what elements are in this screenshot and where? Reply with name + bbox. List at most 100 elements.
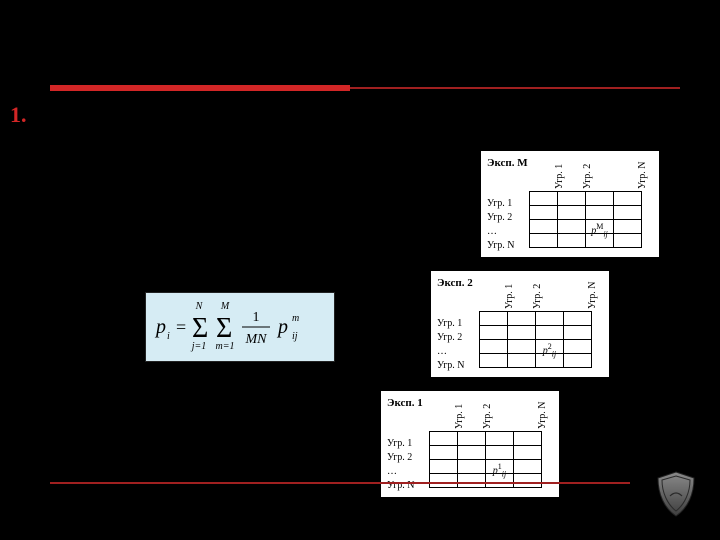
table-cell [564,312,592,326]
table-cell [558,206,586,220]
col-header: Угр. N [637,161,648,189]
list-marker: 1. [10,102,27,128]
sigma-inner-low: m=1 [216,341,235,352]
table-cell: p2ij [536,340,564,354]
table-cell [536,326,564,340]
col-header: Угр. 2 [582,164,593,189]
row-header: … [387,465,415,479]
top-rule-accent [50,85,350,91]
col-header: Угр. N [587,281,598,309]
table-cell [458,460,486,474]
formula-svg: p i = Σ N j=1 Σ M m=1 1 MN p m ij [150,297,330,357]
col-header: Угр. 2 [482,404,493,429]
matrix-grid: pMij [529,191,642,248]
table-cell [480,326,508,340]
formula-tail-sup: m [292,313,299,324]
table-cell [614,206,642,220]
table-row [430,446,542,460]
table-cell [614,220,642,234]
table-cell [536,312,564,326]
table-cell [508,340,536,354]
formula-lhs-sub: i [167,331,170,342]
table-cell [480,354,508,368]
matrix-card: Эксп. MУгр. 1Угр. 2Угр. NУгр. 1Угр. 2…Уг… [480,150,660,258]
table-cell [558,220,586,234]
table-row [530,234,642,248]
matrix-card-title: Эксп. 1 [387,397,423,409]
table-cell [486,446,514,460]
table-cell: pMij [586,220,614,234]
row-header: Угр. N [487,239,515,253]
table-cell [530,192,558,206]
row-header: Угр. 1 [487,197,515,211]
sigma-outer: Σ [192,313,208,344]
table-row [430,474,542,488]
table-cell [480,312,508,326]
table-cell [530,220,558,234]
table-cell [508,354,536,368]
table-cell [530,234,558,248]
row-header: Угр. 2 [487,211,515,225]
table-cell [558,192,586,206]
table-cell [586,206,614,220]
table-cell [514,446,542,460]
table-row [480,312,592,326]
matrix-card-title: Эксп. M [487,157,528,169]
col-header: Угр. 1 [454,404,465,429]
table-cell [586,192,614,206]
table-cell [514,474,542,488]
row-header: … [437,345,465,359]
sigma-inner: Σ [216,313,232,344]
table-row [430,432,542,446]
table-cell [558,234,586,248]
table-cell [458,474,486,488]
table-cell [508,312,536,326]
bottom-rule [50,482,630,484]
row-headers: Угр. 1Угр. 2…Угр. N [387,437,415,493]
table-cell [514,432,542,446]
table-cell [586,234,614,248]
table-cell [486,474,514,488]
row-header: Угр. 1 [437,317,465,331]
table-cell [614,234,642,248]
table-cell [430,432,458,446]
formula-panel: p i = Σ N j=1 Σ M m=1 1 MN p m ij [145,292,335,362]
table-cell: p1ij [486,460,514,474]
table-cell [508,326,536,340]
frac-num: 1 [253,310,260,325]
table-cell [564,340,592,354]
matrix-card: Эксп. 2Угр. 1Угр. 2Угр. NУгр. 1Угр. 2…Уг… [430,270,610,378]
col-header: Угр. 1 [504,284,515,309]
table-cell [536,354,564,368]
sigma-inner-up: M [220,301,230,312]
table-cell [614,192,642,206]
row-header: Угр. 1 [387,437,415,451]
shield-icon [654,470,698,518]
sigma-outer-up: N [195,301,204,312]
table-cell [430,474,458,488]
table-cell [430,460,458,474]
row-headers: Угр. 1Угр. 2…Угр. N [437,317,465,373]
matrix-grid: p1ij [429,431,542,488]
table-row: pMij [530,220,642,234]
row-headers: Угр. 1Угр. 2…Угр. N [487,197,515,253]
table-row: p1ij [430,460,542,474]
table-row [530,206,642,220]
matrix-grid: p2ij [479,311,592,368]
table-cell [458,446,486,460]
row-header: … [487,225,515,239]
table-cell [564,354,592,368]
col-header: Угр. N [537,401,548,429]
formula-tail-base: p [276,316,288,338]
table-row [480,354,592,368]
top-rule [50,82,680,94]
formula-lhs: p [154,316,166,338]
table-row [480,326,592,340]
table-cell [458,432,486,446]
frac-den: MN [245,332,268,347]
row-header: Угр. N [437,359,465,373]
col-header: Угр. 1 [554,164,565,189]
table-cell [530,206,558,220]
table-cell [514,460,542,474]
matrix-card-title: Эксп. 2 [437,277,473,289]
